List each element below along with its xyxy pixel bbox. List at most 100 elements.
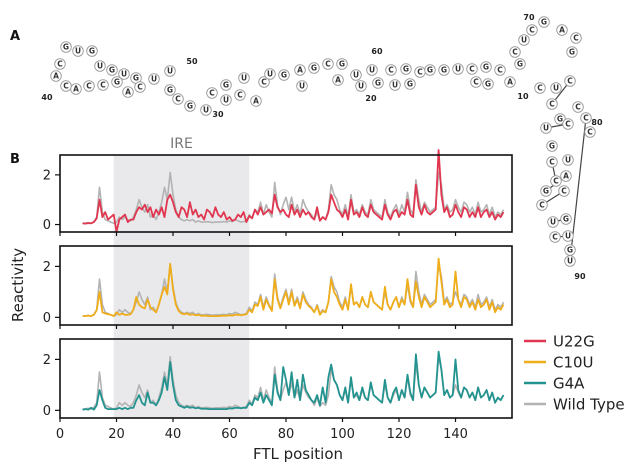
nucleotide-circle	[296, 80, 308, 92]
nucleotide-letter: C	[567, 77, 573, 86]
x-tick-label: 100	[330, 427, 355, 442]
nucleotide-circle	[355, 80, 367, 92]
nucleotide: C	[494, 64, 506, 76]
legend: U22G C10U G4A Wild Type	[524, 333, 625, 414]
nucleotide-letter: A	[507, 78, 513, 87]
nucleotide-circle	[509, 46, 521, 58]
nucleotide: C	[470, 76, 482, 88]
nucleotide-letter: C	[553, 177, 559, 186]
panel-c10u: 02	[43, 245, 513, 329]
nucleotide-letter: C	[473, 78, 479, 87]
nucleotide-letter: C	[529, 26, 535, 35]
nucleotide-letter: G	[281, 71, 287, 80]
nucleotide-letter: U	[353, 71, 359, 80]
nucleotide-letter: U	[565, 156, 571, 165]
nucleotide-circle	[546, 140, 558, 152]
nucleotide: G	[278, 69, 290, 81]
nucleotide: A	[50, 70, 62, 82]
nucleotide-circle	[200, 104, 212, 116]
nucleotide-letter: A	[253, 97, 259, 106]
nucleotide: G	[546, 140, 558, 152]
nucleotide-circle	[350, 69, 362, 81]
nucleotide: C	[60, 80, 72, 92]
nucleotide-circle	[400, 63, 412, 75]
nucleotide-letter: A	[563, 172, 569, 181]
nucleotide: G	[184, 100, 196, 112]
legend-label: G4A	[553, 375, 585, 393]
nucleotide: C	[234, 89, 246, 101]
nucleotide-letter: G	[167, 86, 173, 95]
nucleotide-circle	[580, 112, 592, 124]
nucleotide: C	[258, 76, 270, 88]
nucleotide-circle	[482, 78, 494, 90]
nucleotide: A	[560, 170, 572, 182]
nucleotide-circle	[562, 154, 574, 166]
nucleotide-circle	[238, 72, 250, 84]
nucleotide-circle	[206, 87, 218, 99]
nucleotide: G	[560, 213, 572, 225]
nucleotide-letter: G	[569, 48, 575, 57]
nucleotide: U	[264, 68, 276, 80]
nucleotide: G	[540, 185, 552, 197]
nucleotide-circle	[438, 64, 450, 76]
nucleotide-letter: G	[114, 78, 120, 87]
nucleotide-letter: G	[567, 246, 573, 255]
nucleotide: C	[509, 46, 521, 58]
nucleotide-letter: G	[517, 60, 523, 69]
nucleotide: C	[172, 93, 184, 105]
nucleotide-circle	[86, 45, 98, 57]
nucleotide: C	[385, 64, 397, 76]
ire-shade	[113, 155, 250, 418]
nucleotide: U	[540, 122, 552, 134]
nucleotide-circle	[70, 83, 82, 95]
nucleotide-letter: A	[125, 88, 131, 97]
position-number: 30	[212, 110, 224, 119]
nucleotide-circle	[97, 79, 109, 91]
position-number: 70	[523, 13, 535, 22]
nucleotide-circle	[540, 185, 552, 197]
y-axis-title: Reactivity	[9, 248, 27, 322]
nucleotide-circle	[538, 16, 550, 28]
nucleotide-circle	[172, 93, 184, 105]
nucleotide-circle	[134, 81, 146, 93]
legend-label: C10U	[553, 354, 594, 372]
nucleotide-circle	[504, 76, 516, 88]
nucleotide-circle	[308, 62, 320, 74]
nucleotide: G	[482, 78, 494, 90]
nucleotide: U	[564, 255, 576, 267]
nucleotide: U	[550, 82, 562, 94]
nucleotide: G	[308, 62, 320, 74]
nucleotide-circle	[332, 74, 344, 86]
position-number: 80	[591, 118, 603, 127]
nucleotide-letter: U	[121, 70, 127, 79]
nucleotide: U	[72, 45, 84, 57]
nucleotide: C	[466, 63, 478, 75]
nucleotide-circle	[466, 63, 478, 75]
x-axis-title: FTL position	[253, 445, 343, 463]
nucleotide: U	[148, 73, 160, 85]
y-tick-label: 2	[43, 260, 51, 275]
nucleotide-letter: C	[261, 78, 267, 87]
x-tick-label: 140	[443, 427, 468, 442]
nucleotide-letter: U	[553, 84, 559, 93]
nucleotide-letter: U	[550, 218, 556, 227]
nucleotide-letter: U	[203, 106, 209, 115]
series-line-u22g	[82, 149, 505, 233]
nucleotide-circle	[562, 230, 574, 242]
position-number: 60	[371, 47, 383, 56]
nucleotide: U	[518, 34, 530, 46]
nucleotide-letter: U	[223, 96, 229, 105]
nucleotide-letter: U	[455, 65, 461, 74]
nucleotide: U	[200, 104, 212, 116]
position-number: 20	[365, 94, 377, 103]
nucleotide: A	[122, 86, 134, 98]
nucleotide: U	[547, 216, 559, 228]
nucleotide-letter: G	[89, 47, 95, 56]
x-tick-label: 80	[278, 427, 295, 442]
nucleotide: G	[86, 45, 98, 57]
nucleotide-letter: G	[483, 63, 489, 72]
nucleotide-circle	[584, 126, 596, 138]
nucleotide-letter: G	[187, 102, 193, 111]
